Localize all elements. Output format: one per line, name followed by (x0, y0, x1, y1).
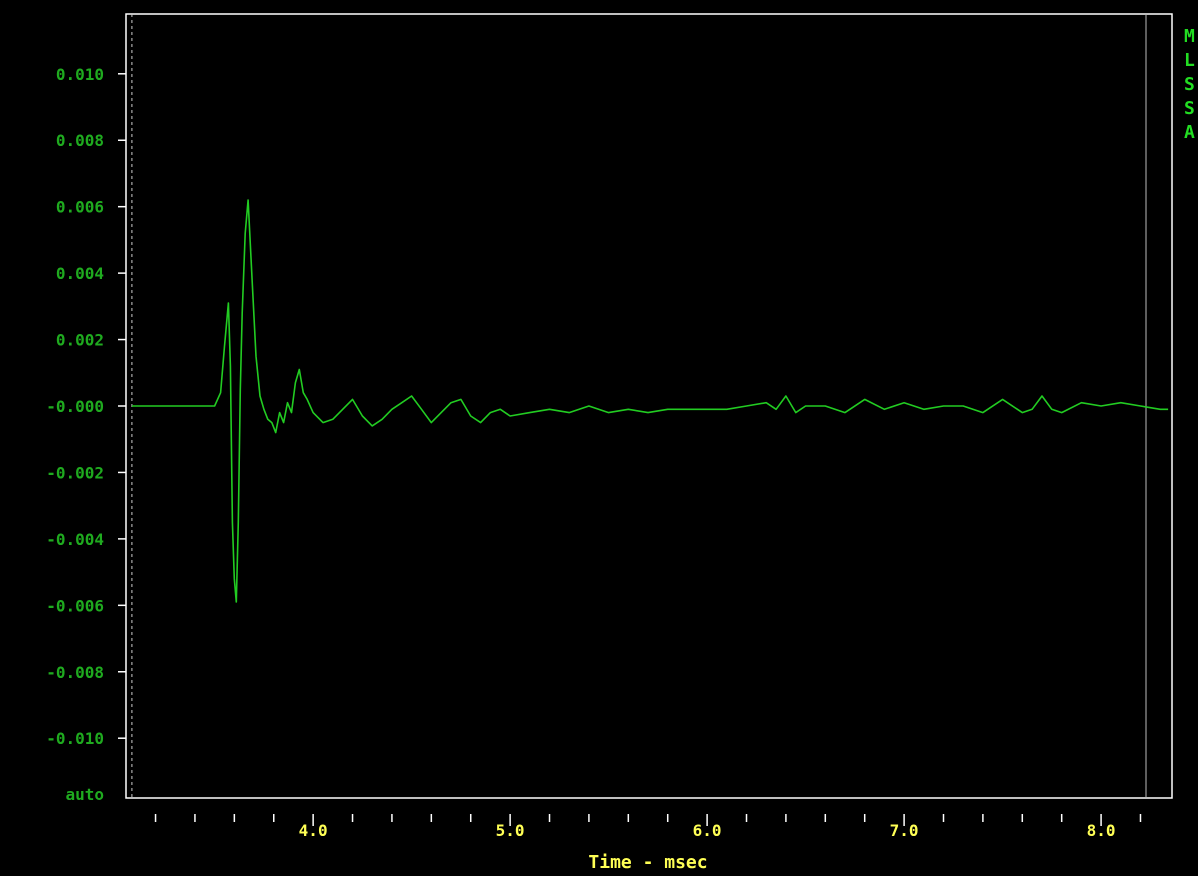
side-panel-letter: S (1184, 74, 1195, 95)
y-tick-label: -0.002 (46, 463, 104, 482)
y-tick-label: -0.010 (46, 729, 104, 748)
y-tick-label: -0.000 (46, 397, 104, 416)
y-scale-mode-label[interactable]: auto (65, 785, 104, 804)
y-tick-label: 0.004 (56, 264, 104, 283)
side-panel-letter: A (1184, 122, 1195, 143)
x-axis: 4.0 5.0 6.0 7.0 8.0 (154, 814, 1142, 840)
x-axis-title: Time - msec (588, 852, 707, 873)
side-panel-letter: M (1184, 26, 1195, 47)
x-tick-label: 4.0 (299, 821, 328, 840)
y-tick-label: 0.006 (56, 198, 104, 217)
side-panel-letter: L (1184, 50, 1195, 71)
y-tick-label: 0.010 (56, 65, 104, 84)
y-tick-label: 0.008 (56, 131, 104, 150)
x-tick-label: 8.0 (1087, 821, 1116, 840)
x-tick-label: 7.0 (890, 821, 919, 840)
signal-trace (131, 199, 1169, 603)
plot-frame (125, 13, 1173, 799)
side-panel-letter: S (1184, 98, 1195, 119)
y-axis: 0.010 0.008 0.006 0.004 0.002 -0.000 -0.002 -0.… (46, 65, 126, 748)
y-tick-label: -0.008 (46, 663, 104, 682)
x-tick-label: 5.0 (496, 821, 525, 840)
y-tick-label: 0.002 (56, 331, 104, 350)
y-tick-label: -0.004 (46, 530, 104, 549)
x-tick-label: 6.0 (693, 821, 722, 840)
y-tick-label: -0.006 (46, 596, 104, 615)
